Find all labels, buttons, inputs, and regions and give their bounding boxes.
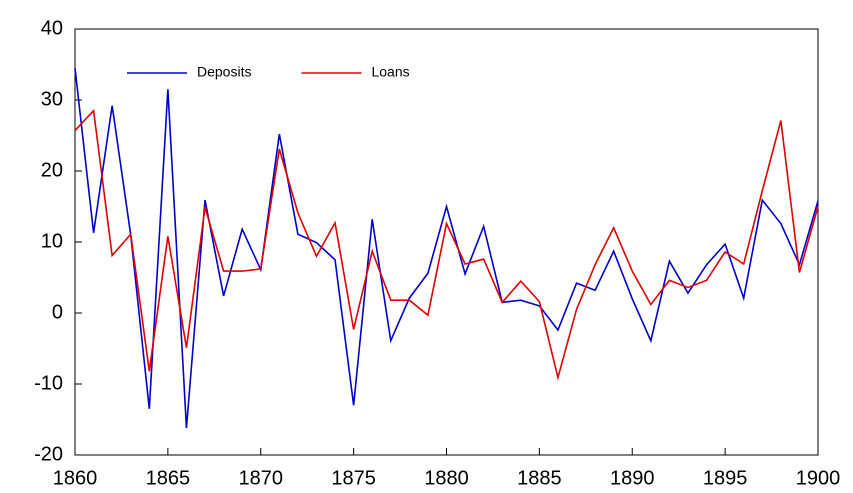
x-tick-label: 1875 [331, 467, 376, 489]
y-tick-label: -10 [34, 372, 63, 394]
x-tick-label: 1880 [424, 467, 469, 489]
y-tick-label: 20 [41, 159, 63, 181]
y-tick-label: 30 [41, 88, 63, 110]
series-line [74, 67, 819, 429]
x-tick-label: 1885 [517, 467, 562, 489]
x-tick-label: 1860 [53, 467, 98, 489]
plot-frame [74, 28, 819, 456]
x-tick-label: 1870 [239, 467, 284, 489]
y-tick-label: 40 [41, 17, 63, 39]
x-tick-label: 1890 [610, 467, 655, 489]
legend-label: Loans [371, 64, 409, 80]
x-tick-label: 1900 [796, 467, 841, 489]
y-tick-label: -20 [34, 443, 63, 465]
x-tick-label: 1865 [146, 467, 191, 489]
legend-label: Deposits [197, 64, 251, 80]
x-tick-label: 1895 [703, 467, 748, 489]
y-tick-label: 10 [41, 230, 63, 252]
y-tick-label: 0 [52, 301, 63, 323]
series-line [74, 108, 819, 381]
